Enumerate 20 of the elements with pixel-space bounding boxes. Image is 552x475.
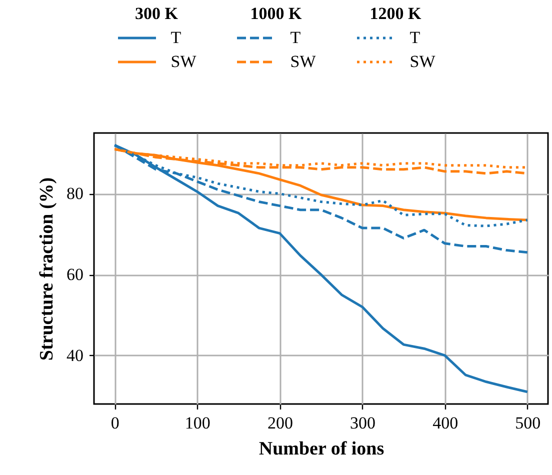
text: 1000 K <box>250 4 302 24</box>
text: 300 K <box>135 4 178 24</box>
y-tick-label: 40 <box>66 346 84 365</box>
x-tick-label: 200 <box>267 414 293 432</box>
legend-label: SW <box>410 52 436 72</box>
text: 1200 K <box>370 4 422 24</box>
legend-label: SW <box>290 52 316 72</box>
x-tick-label: 100 <box>184 414 210 432</box>
x-tick-label: 300 <box>350 414 376 432</box>
x-tick-label: 500 <box>515 414 541 432</box>
legend-label: T <box>170 28 182 48</box>
legend-label: SW <box>170 52 196 72</box>
x-axis-title: Number of ions <box>258 438 384 460</box>
x-tick-label: 0 <box>110 414 120 432</box>
legend-label: T <box>410 28 420 48</box>
y-axis-title: Structure fraction (%) <box>36 177 58 361</box>
y-tick-label: 60 <box>66 265 84 284</box>
legend-label: T <box>290 28 301 48</box>
x-tick-label: 400 <box>432 414 458 432</box>
y-tick-label: 80 <box>66 184 84 204</box>
